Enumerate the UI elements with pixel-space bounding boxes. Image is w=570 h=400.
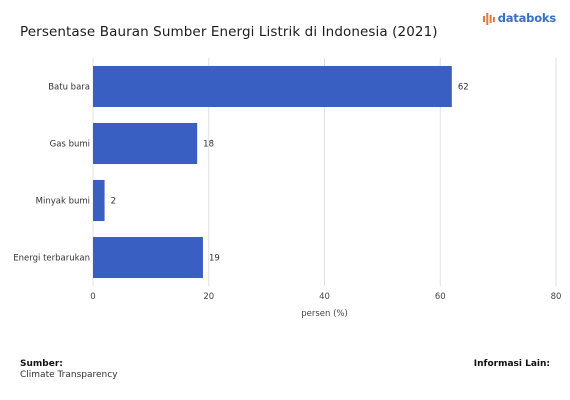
labels: 0 20 40 60 80 Batu bara 62 Gas bumi 18 Minyak bum… [13,83,561,320]
brand-name: databoks [497,11,556,25]
x-tick-label: 60 [435,292,446,302]
source-value: Climate Transparency [20,370,118,380]
chart-title: Persentase Bauran Sumber Energi Listrik … [20,24,438,40]
category-label: Gas bumi [50,140,90,150]
data-label: 62 [458,83,469,93]
source-block: Sumber: Climate Transparency [20,359,118,381]
source-label: Sumber: [20,359,63,369]
category-label: Minyak bumi [36,197,90,207]
databoks-logo-icon [482,13,495,25]
data-label: 19 [209,254,220,264]
bars [93,65,452,279]
info-label: Informasi Lain: [473,359,550,369]
bar [93,236,203,279]
data-label: 2 [111,197,116,207]
x-tick-label: 20 [203,292,214,302]
bar [93,65,452,108]
x-axis-title: persen (%) [301,309,348,319]
bar [93,122,198,165]
data-label: 18 [203,140,214,150]
category-label: Energi terbarukan [13,254,90,264]
x-tick-label: 0 [90,292,95,302]
x-tick-label: 80 [551,292,562,302]
x-tick-label: 40 [319,292,330,302]
category-label: Batu bara [48,83,90,93]
bar [93,179,105,222]
brand-logo[interactable]: databoks [482,10,556,26]
